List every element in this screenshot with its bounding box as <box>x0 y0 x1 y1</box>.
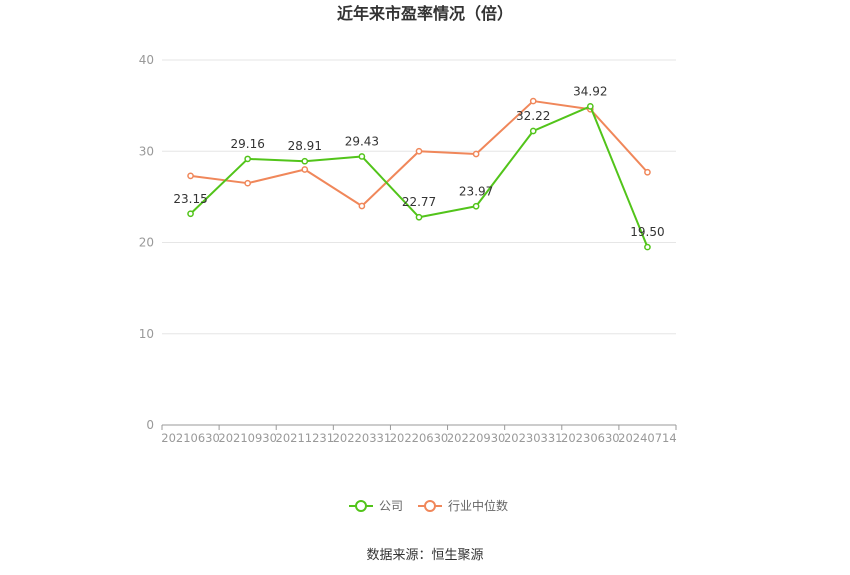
data-label: 28.91 <box>288 139 322 153</box>
data-labels: 23.15 29.16 28.91 29.43 22.77 23.97 32.22 34.92… <box>173 84 664 239</box>
legend-item[interactable]: 行业中位数 <box>418 498 508 513</box>
y-tick-label: 0 <box>146 418 154 432</box>
x-tick-label: 20230331 <box>504 431 563 445</box>
data-point[interactable] <box>358 202 366 210</box>
data-label: 29.16 <box>230 137 264 151</box>
data-point[interactable] <box>472 150 480 158</box>
data-point[interactable] <box>301 166 309 173</box>
data-point[interactable] <box>301 157 309 165</box>
x-axis: 2021063020210930202112312022033120220630… <box>161 424 677 445</box>
data-point[interactable] <box>586 103 594 110</box>
legend-label: 公司 <box>379 499 403 513</box>
data-point[interactable] <box>187 172 194 180</box>
data-point[interactable] <box>529 97 537 105</box>
data-point[interactable] <box>244 179 252 187</box>
legend-item[interactable]: 公司 <box>349 499 403 513</box>
data-point[interactable] <box>644 168 651 176</box>
data-point[interactable] <box>187 210 194 218</box>
data-label: 34.92 <box>573 84 607 98</box>
x-tick-label: 20240714 <box>618 431 677 445</box>
x-tick-label: 20220331 <box>333 431 392 445</box>
x-tick-label: 20210930 <box>218 431 277 445</box>
series-lines <box>187 97 651 251</box>
y-tick-label: 40 <box>139 53 154 67</box>
x-tick-label: 20230630 <box>561 431 620 445</box>
y-tick-label: 30 <box>139 144 154 158</box>
y-tick-label: 10 <box>139 327 154 341</box>
x-tick-label: 20210630 <box>161 431 220 445</box>
series-line <box>189 105 649 248</box>
chart-title: 近年来市盈率情况（倍） <box>337 4 513 23</box>
data-point[interactable] <box>415 147 423 155</box>
data-label: 22.77 <box>402 195 436 209</box>
data-label: 32.22 <box>516 109 550 123</box>
data-point[interactable] <box>472 202 480 210</box>
data-point[interactable] <box>244 155 252 163</box>
x-tick-label: 20220930 <box>447 431 506 445</box>
legend-marker <box>424 500 436 512</box>
data-label: 19.50 <box>630 225 664 239</box>
y-tick-label: 20 <box>139 236 154 250</box>
data-label: 23.97 <box>459 184 493 198</box>
x-tick-label: 20220630 <box>390 431 449 445</box>
data-point[interactable] <box>529 127 537 135</box>
source-note: 数据来源：恒生聚源 <box>366 548 483 563</box>
legend-label: 行业中位数 <box>448 498 508 513</box>
y-axis: 0 10 20 30 40 <box>139 53 154 432</box>
data-label: 29.43 <box>345 134 379 148</box>
legend[interactable]: 公司 行业中位数 <box>349 498 508 513</box>
legend-marker <box>355 500 367 512</box>
data-point[interactable] <box>358 153 366 160</box>
data-point[interactable] <box>415 213 423 221</box>
data-label: 23.15 <box>173 192 207 206</box>
data-point[interactable] <box>644 243 651 251</box>
x-tick-label: 20211231 <box>276 431 335 445</box>
